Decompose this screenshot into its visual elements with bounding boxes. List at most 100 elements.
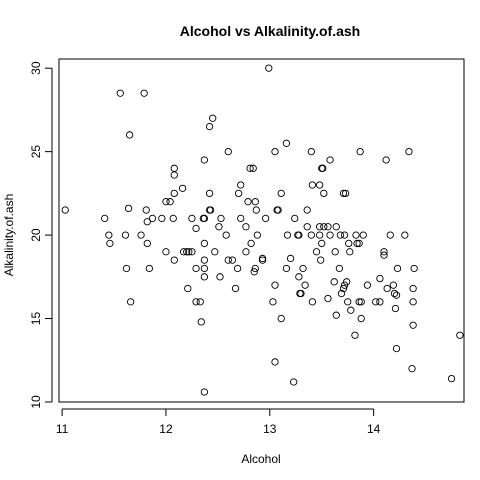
data-point [116,89,124,97]
data-point [346,248,354,256]
x-tick-label: 11 [56,422,69,436]
data-point [380,248,388,256]
x-axis-label: Alcohol [241,452,280,466]
data-point [277,314,285,323]
data-point [206,206,215,214]
data-point [271,281,279,289]
data-point [200,156,209,164]
data-point [299,264,307,273]
data-point [200,239,209,248]
data-point [324,223,332,231]
data-point [447,374,456,383]
data-point [145,264,153,273]
data-point [376,274,384,283]
data-point [316,223,324,231]
data-point [200,388,209,396]
data-point [320,189,328,198]
data-point [303,223,311,231]
data-point [344,298,352,306]
data-point [343,278,351,286]
data-point [235,189,243,198]
data-point [262,214,270,223]
data-point [105,231,113,239]
data-point [386,231,394,239]
data-point [409,321,417,329]
data-point [237,181,245,189]
data-point [217,214,225,223]
data-point [137,231,145,239]
data-point [408,364,416,373]
y-axis-label: Alkalinity.of.ash [2,194,16,276]
data-point [355,239,363,248]
data-point [61,206,69,214]
data-point [282,139,291,147]
data-point [247,239,255,248]
data-point [326,156,334,164]
data-point [456,331,464,339]
y-tick-label: 25 [29,145,43,159]
data-point [286,254,295,263]
data-point [224,147,232,156]
data-point [357,314,365,323]
data-point [295,273,303,281]
data-point [335,264,344,273]
data-point [390,289,399,298]
data-point [183,248,191,256]
data-point [253,231,261,239]
data-point [142,206,150,214]
data-point [200,264,209,273]
y-tick-label: 15 [29,312,43,326]
data-point [200,214,209,223]
data-point [121,231,130,239]
data-point [290,378,298,386]
chart-title: Alcohol vs Alkalinity.of.ash [180,23,360,39]
data-point [326,231,334,239]
data-point [170,171,178,179]
data-point [347,306,355,314]
data-point [382,156,390,164]
data-point [392,291,401,299]
data-point [211,248,219,256]
data-point [162,198,170,206]
data-point [308,181,317,189]
data-point [316,231,324,239]
data-point [389,281,398,289]
data-point [318,239,326,248]
data-point [282,264,291,273]
data-point [409,298,417,306]
data-point [307,147,315,156]
data-point [359,231,367,239]
data-point [224,256,232,264]
data-point [205,189,214,198]
data-points [61,64,464,396]
data-point [169,214,177,223]
data-point [376,298,384,306]
data-point [197,318,205,326]
data-point [307,231,315,239]
data-point [356,147,364,156]
data-point [291,214,299,223]
data-point [330,278,338,286]
data-point [122,264,131,273]
data-point [249,164,257,172]
data-point [352,231,360,239]
data-point [357,298,365,306]
data-point [222,231,230,239]
data-point [125,131,134,139]
data-point [246,164,254,172]
data-point [216,273,224,281]
data-point [242,223,250,231]
data-point [410,264,418,273]
data-point [166,198,174,206]
data-point [277,189,285,198]
data-point [179,248,188,256]
x-tick-label: 14 [367,422,381,436]
data-point [188,214,196,223]
data-point [372,298,380,306]
data-point [339,189,348,198]
data-point [215,223,223,231]
data-point [162,248,170,256]
data-point [258,254,267,263]
data-point [345,239,353,248]
data-point [271,147,279,156]
